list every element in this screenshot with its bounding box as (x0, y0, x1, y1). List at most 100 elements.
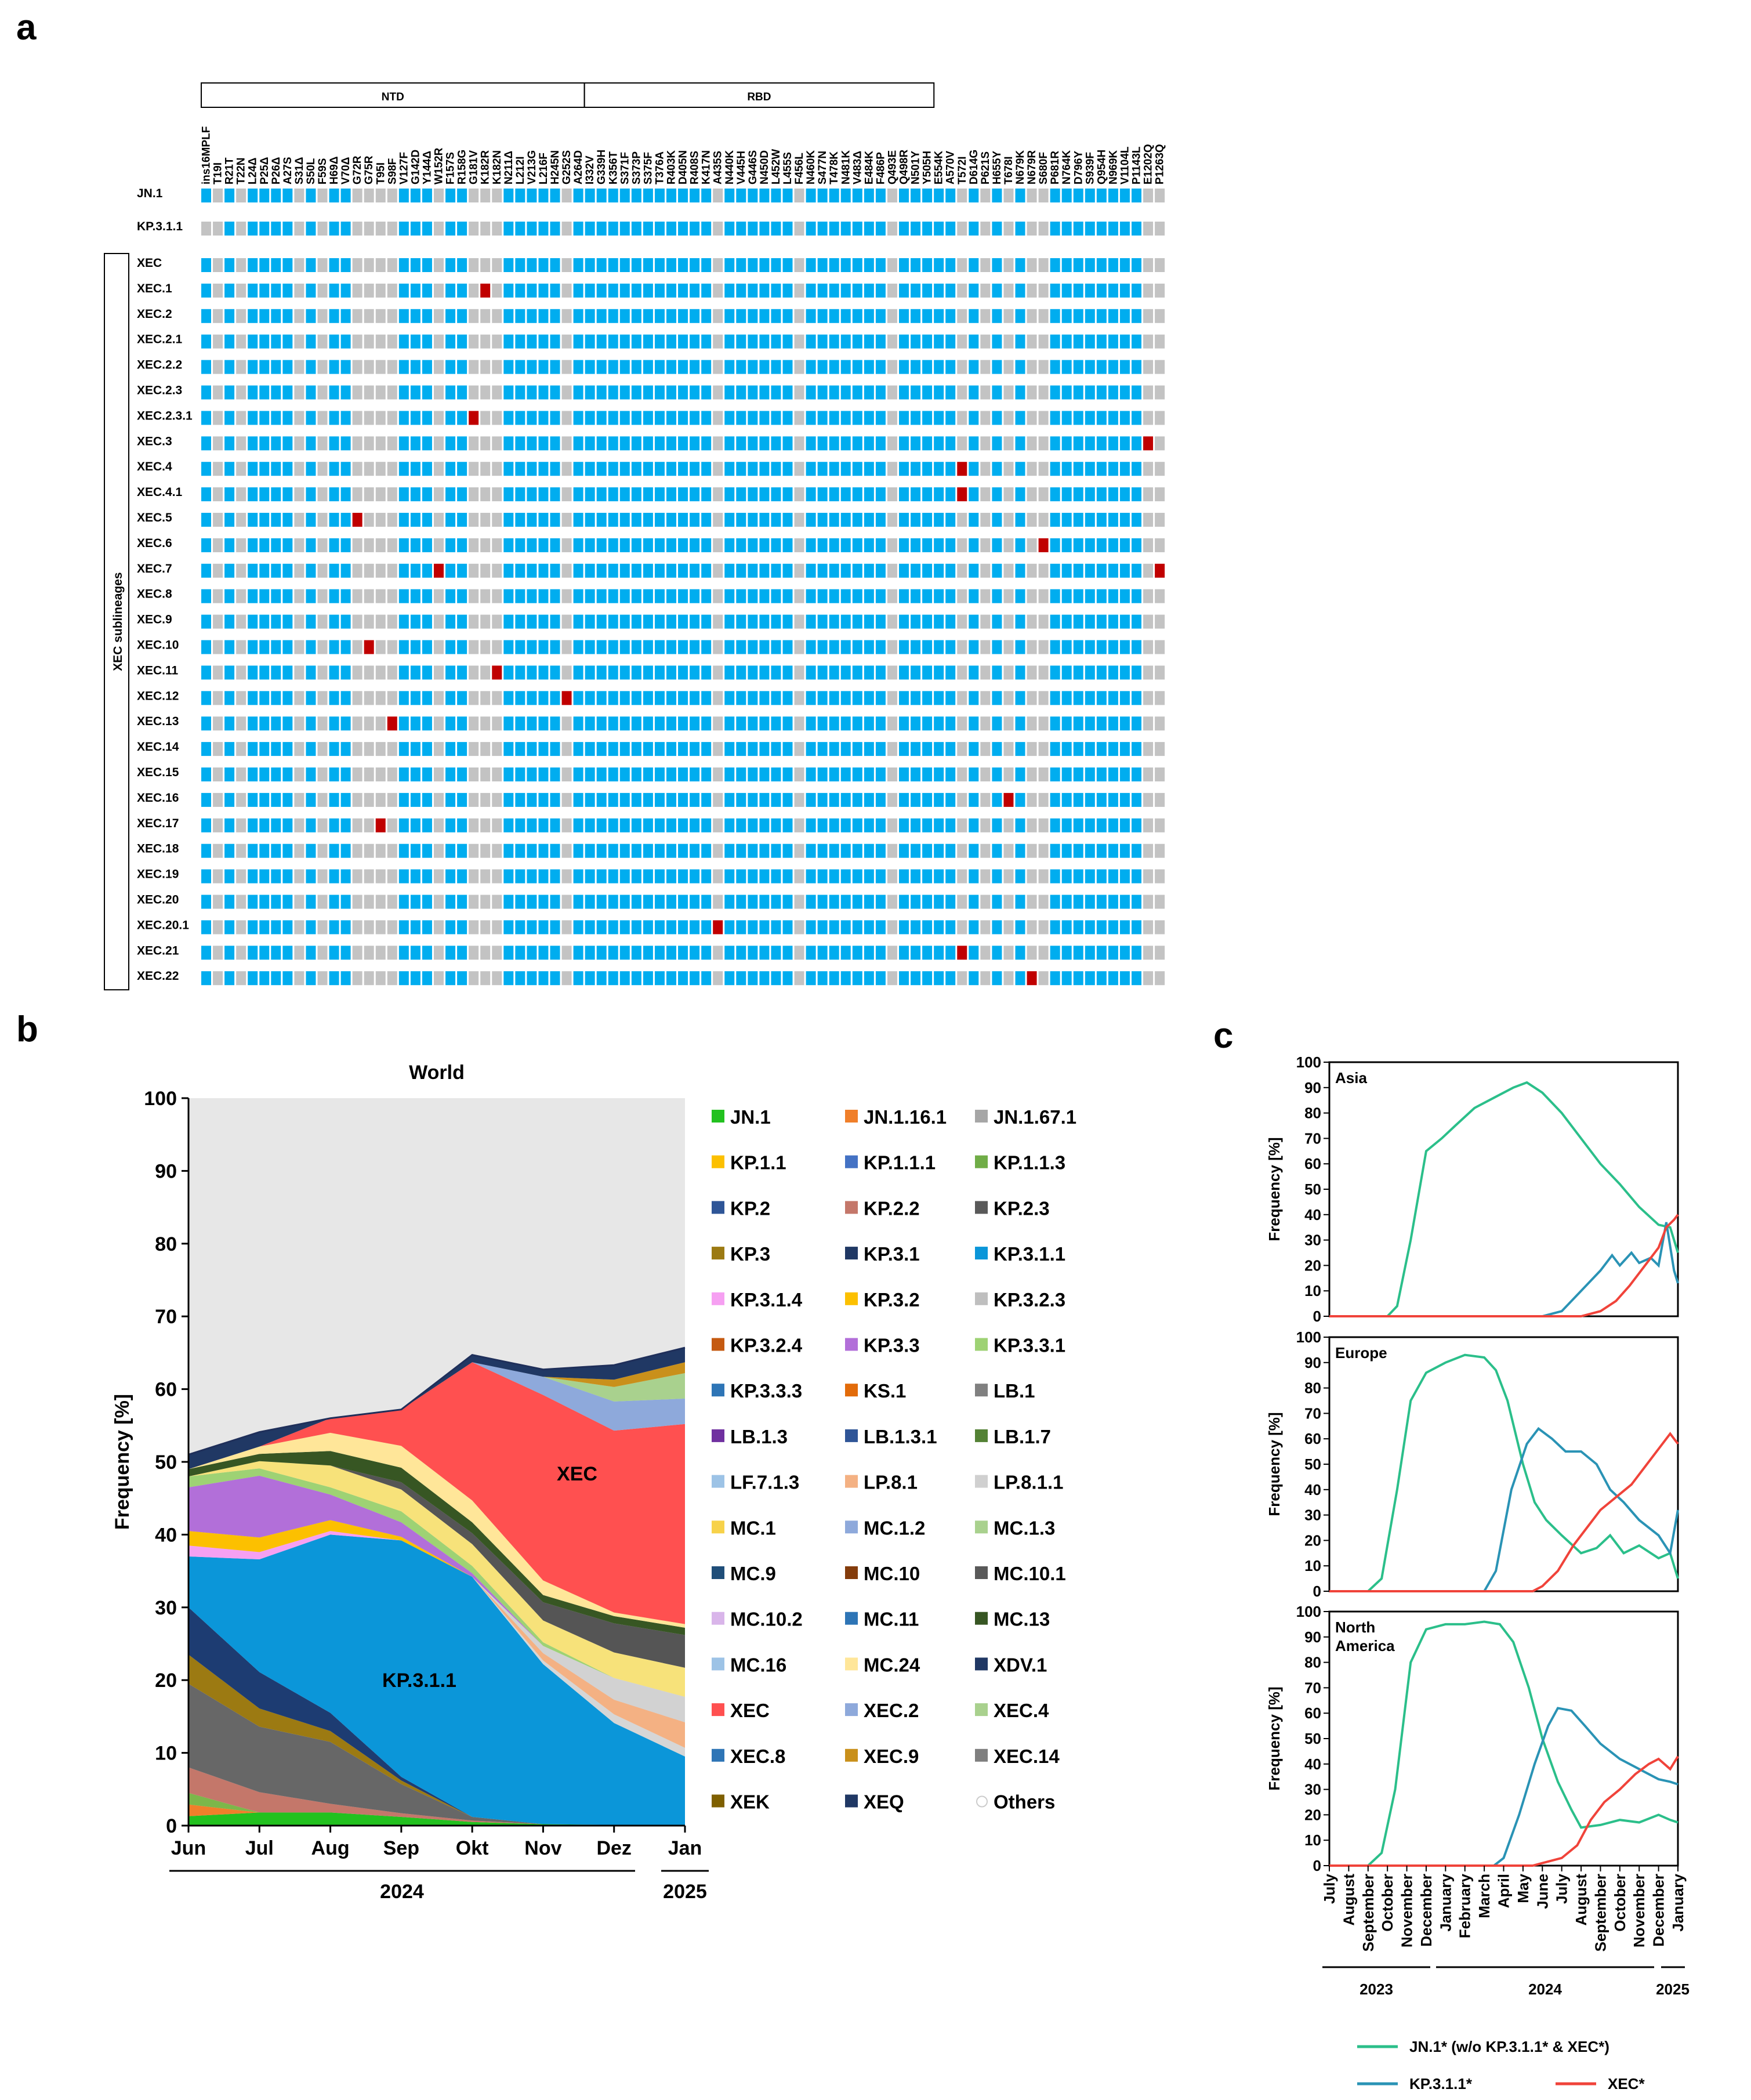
mutation-label: W152R (433, 147, 445, 184)
heatmap-cell (561, 462, 572, 476)
heatmap-cell (748, 691, 758, 705)
heatmap-cell (306, 767, 316, 781)
heatmap-cell (911, 767, 921, 781)
heatmap-cell (1096, 436, 1107, 451)
year-label-2025: 2025 (1656, 1980, 1690, 1998)
heatmap-cell (922, 869, 933, 884)
heatmap-cell (631, 538, 641, 552)
heatmap-cell (829, 946, 839, 960)
heatmap-cell (666, 614, 676, 629)
legend-swatch (975, 1292, 988, 1305)
heatmap-cell (1003, 462, 1014, 476)
heatmap-cell (340, 691, 351, 705)
heatmap-cell (1061, 436, 1072, 451)
legend-swatch (845, 1110, 858, 1123)
heatmap-cell (934, 691, 944, 705)
heatmap-cell (817, 614, 828, 629)
heatmap-cell (1027, 946, 1037, 960)
heatmap-cell (654, 258, 665, 272)
lineage-label: XEC.5 (137, 511, 172, 524)
heatmap-cell (306, 691, 316, 705)
heatmap-cell (899, 283, 909, 298)
heatmap-cell (608, 895, 618, 909)
heatmap-cell (1073, 222, 1083, 236)
heatmap-cell (410, 283, 420, 298)
heatmap-cell (911, 538, 921, 552)
heatmap-cell (899, 563, 909, 578)
legend-swatch (976, 1795, 988, 1808)
heatmap-cell (922, 283, 933, 298)
heatmap-cell (352, 436, 362, 451)
heatmap-cell (259, 309, 270, 323)
heatmap-cell (852, 589, 862, 603)
heatmap-cell (352, 487, 362, 502)
heatmap-cell (794, 640, 804, 654)
heatmap-cell (817, 767, 828, 781)
heatmap-cell (794, 869, 804, 884)
heatmap-cell (678, 360, 688, 374)
heatmap-cell (282, 222, 293, 236)
heatmap-cell (201, 946, 211, 960)
heatmap-cell (840, 818, 851, 832)
heatmap-cell (422, 283, 432, 298)
heatmap-cell (398, 189, 409, 202)
legend-swatch (712, 1155, 724, 1168)
heatmap-cell (887, 640, 897, 654)
heatmap-cell (329, 640, 339, 654)
heatmap-cell (561, 222, 572, 236)
heatmap-cell (259, 283, 270, 298)
heatmap-cell (271, 258, 281, 272)
heatmap-cell (701, 614, 712, 629)
heatmap-cell (817, 843, 828, 858)
heatmap-cell (724, 385, 735, 400)
heatmap-cell (922, 436, 933, 451)
heatmap-cell (911, 563, 921, 578)
heatmap-cell (259, 222, 270, 236)
heatmap-cell (259, 487, 270, 502)
heatmap-cell (887, 869, 897, 884)
heatmap-cell (957, 895, 967, 909)
year-label-2024: 2024 (380, 1881, 424, 1903)
heatmap-cell (748, 869, 758, 884)
legend-label: LB.1 (994, 1380, 1035, 1402)
heatmap-cell (840, 436, 851, 451)
heatmap-cell (608, 258, 618, 272)
lineage-label: XEC.20 (137, 893, 179, 907)
heatmap-cell (875, 742, 886, 756)
heatmap-cell (899, 385, 909, 400)
heatmap-cell (282, 614, 293, 629)
heatmap-cell (945, 742, 956, 756)
heatmap-cell (806, 513, 816, 527)
heatmap-cell (538, 792, 549, 807)
heatmap-cell (1155, 869, 1165, 884)
heatmap-cell (201, 895, 211, 909)
heatmap-cell (340, 360, 351, 374)
heatmap-cell (434, 589, 444, 603)
heatmap-cell (1085, 640, 1095, 654)
lineage-label: XEC.4.1 (137, 486, 183, 499)
heatmap-cell (201, 563, 211, 578)
heatmap-cell (794, 309, 804, 323)
heatmap-cell (1003, 222, 1014, 236)
heatmap-cell (1155, 538, 1165, 552)
legend-label: MC.10.2 (730, 1609, 803, 1630)
heatmap-cell (922, 258, 933, 272)
heatmap-cell (1119, 513, 1130, 527)
heatmap-cell (817, 946, 828, 960)
heatmap-cell (375, 222, 386, 236)
heatmap-cell (945, 869, 956, 884)
heatmap-cell (1096, 895, 1107, 909)
heatmap-cell (271, 869, 281, 884)
heatmap-cell (643, 385, 653, 400)
heatmap-cell (748, 971, 758, 986)
heatmap-cell (201, 385, 211, 400)
heatmap-cell (922, 640, 933, 654)
legend-swatch (845, 1475, 858, 1488)
heatmap-cell (701, 665, 712, 680)
heatmap-cell (236, 189, 246, 202)
heatmap-cell (398, 920, 409, 935)
heatmap-cell (1003, 920, 1014, 935)
heatmap-cell (748, 792, 758, 807)
heatmap-cell (527, 309, 537, 323)
heatmap-cell (794, 895, 804, 909)
